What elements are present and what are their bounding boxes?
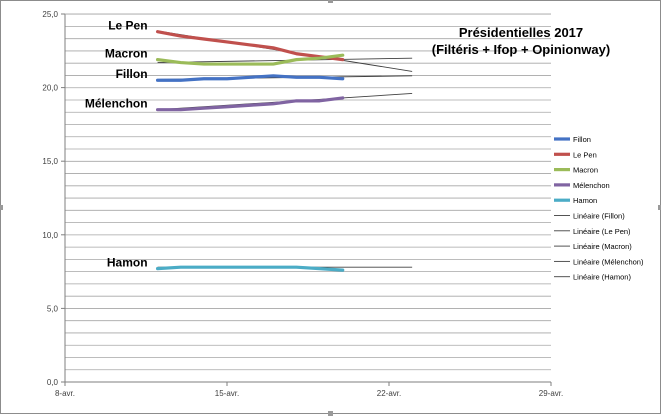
legend-label: Fillon bbox=[573, 135, 591, 144]
series-line bbox=[155, 74, 345, 82]
legend-label: Mélenchon bbox=[573, 181, 610, 190]
resize-handle-left[interactable] bbox=[0, 205, 3, 210]
legend-label: Linéaire (Macron) bbox=[573, 242, 632, 251]
legend-label: Le Pen bbox=[573, 150, 597, 159]
series-annotation: Fillon bbox=[116, 67, 148, 81]
series-lines bbox=[155, 30, 345, 272]
x-tick-label: 22-avr. bbox=[377, 389, 401, 398]
chart-title-line2: (Filtéris + Ifop + Opinionway) bbox=[432, 42, 610, 57]
series-annotations: Le Pen Macron Fillon Mélenchon Hamon bbox=[85, 19, 148, 270]
y-tick-label: 5,0 bbox=[47, 304, 59, 313]
series-annotation: Le Pen bbox=[108, 19, 147, 33]
series-annotation: Hamon bbox=[107, 256, 148, 270]
legend-label: Macron bbox=[573, 166, 598, 175]
axes bbox=[64, 13, 551, 383]
x-axis-ticks: 8-avr. 15-avr. 22-avr. 29-avr. bbox=[55, 382, 563, 398]
y-axis-ticks: 0,0 5,0 10,0 15,0 20,0 25,0 bbox=[42, 10, 65, 387]
series-line bbox=[155, 53, 345, 66]
resize-handle-top[interactable] bbox=[328, 0, 333, 3]
gridlines bbox=[65, 13, 551, 371]
legend-label: Linéaire (Le Pen) bbox=[573, 227, 631, 236]
y-tick-label: 20,0 bbox=[42, 84, 58, 93]
x-tick-label: 8-avr. bbox=[55, 389, 75, 398]
x-tick-label: 15-avr. bbox=[215, 389, 239, 398]
y-tick-label: 0,0 bbox=[47, 378, 59, 387]
y-tick-label: 25,0 bbox=[42, 10, 58, 19]
legend-label: Linéaire (Fillon) bbox=[573, 212, 625, 221]
legend-label: Linéaire (Mélenchon) bbox=[573, 257, 644, 266]
resize-handle-right[interactable] bbox=[658, 205, 661, 210]
y-tick-label: 10,0 bbox=[42, 231, 58, 240]
series-line bbox=[155, 96, 345, 112]
x-tick-label: 29-avr. bbox=[539, 389, 563, 398]
series-line bbox=[155, 265, 345, 272]
legend-label: Hamon bbox=[573, 196, 597, 205]
series-annotation: Mélenchon bbox=[85, 97, 148, 111]
legend-label: Linéaire (Hamon) bbox=[573, 273, 631, 282]
chart-title-line1: Présidentielles 2017 bbox=[459, 25, 583, 40]
y-tick-label: 15,0 bbox=[42, 157, 58, 166]
legend: Fillon Le Pen Macron Mélenchon Hamon Linéaire… bbox=[554, 135, 644, 282]
series-line bbox=[155, 30, 345, 62]
series-annotation: Macron bbox=[105, 47, 148, 61]
